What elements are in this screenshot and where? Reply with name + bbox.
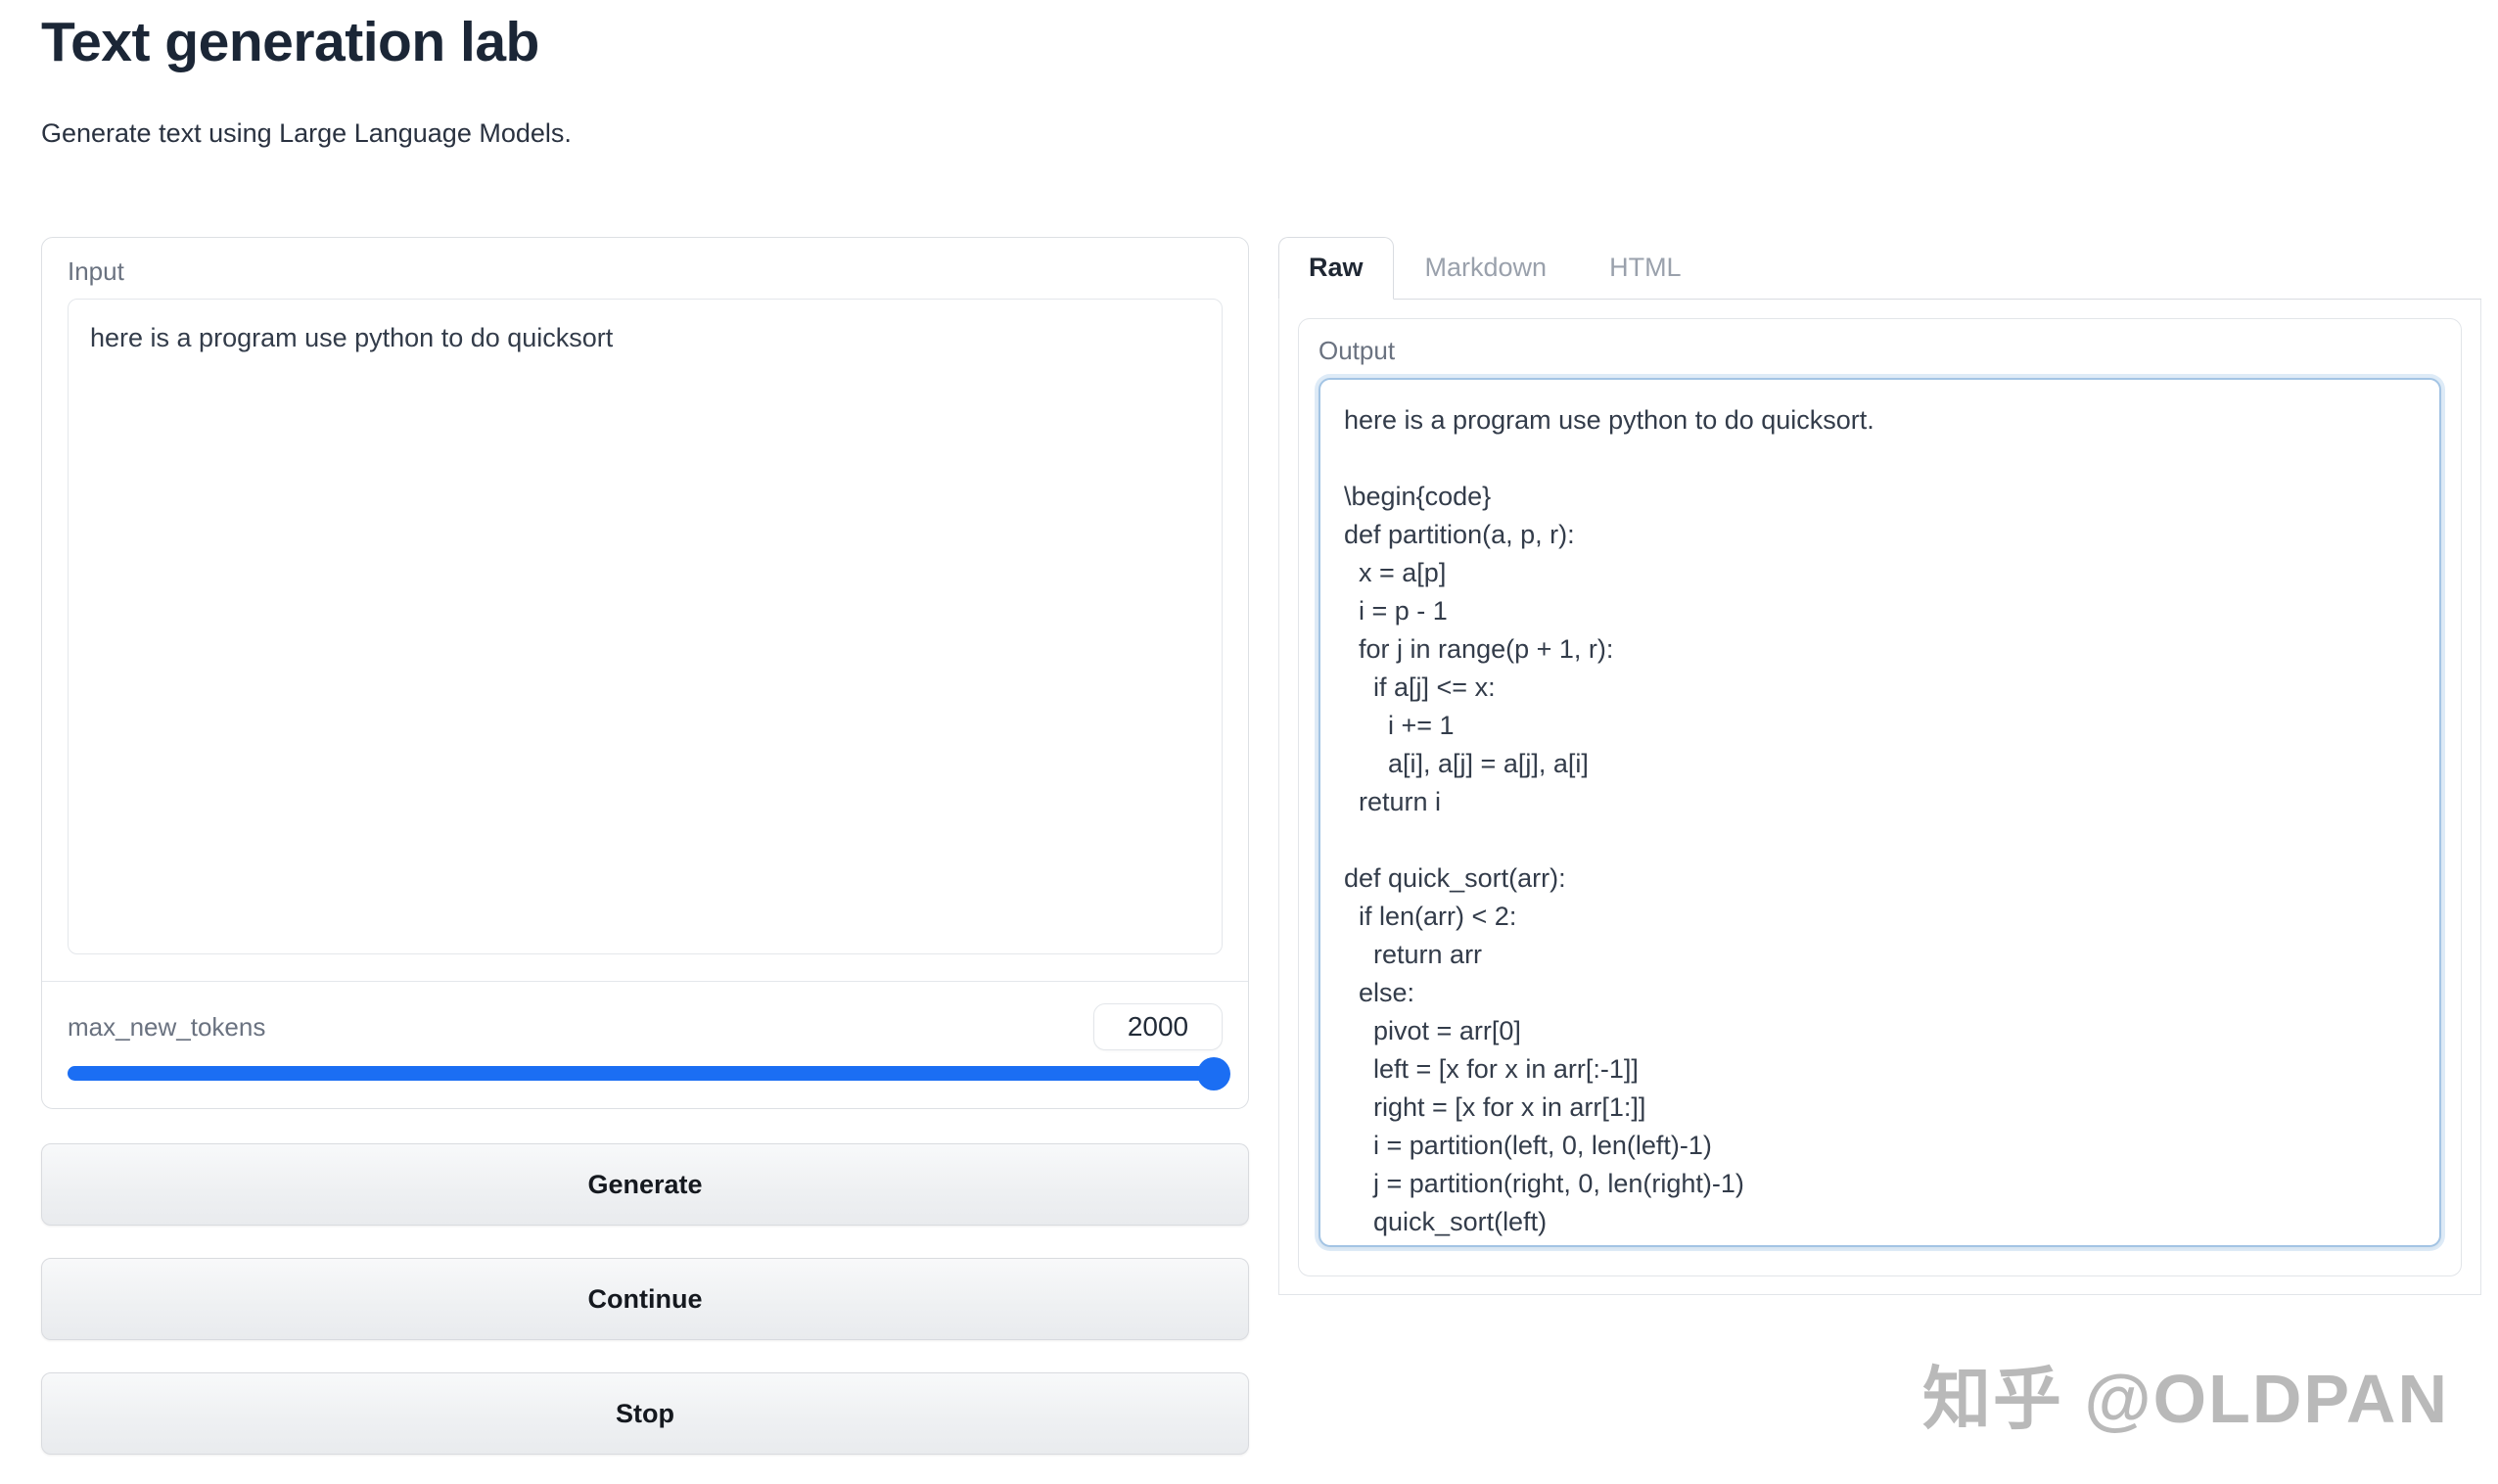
max-tokens-number-input[interactable]: [1093, 1003, 1223, 1050]
input-textarea[interactable]: here is a program use python to do quick…: [68, 299, 1223, 954]
input-group: Input here is a program use python to do…: [41, 237, 1249, 1109]
input-label: Input: [68, 256, 124, 286]
stop-button[interactable]: Stop: [41, 1372, 1249, 1455]
max-tokens-label: max_new_tokens: [68, 1012, 266, 1042]
slider-thumb[interactable]: [1197, 1056, 1230, 1090]
main-columns: Input here is a program use python to do…: [41, 237, 2481, 1455]
output-label: Output: [1318, 336, 1396, 365]
raw-tab-panel: Output here is a program use python to d…: [1278, 300, 2481, 1295]
output-group: Output here is a program use python to d…: [1298, 318, 2462, 1276]
continue-button[interactable]: Continue: [41, 1258, 1249, 1340]
tab-html[interactable]: HTML: [1609, 253, 1682, 282]
generate-button[interactable]: Generate: [41, 1143, 1249, 1226]
watermark: 知乎 @OLDPAN: [1921, 1361, 2449, 1437]
page-subtitle: Generate text using Large Language Model…: [41, 118, 572, 148]
tab-raw[interactable]: Raw: [1278, 237, 1394, 300]
slider-section: max_new_tokens: [42, 981, 1248, 1108]
output-tabs: Raw Markdown HTML: [1278, 237, 2481, 300]
page-title: Text generation lab: [41, 11, 539, 73]
left-column: Input here is a program use python to do…: [41, 237, 1249, 1455]
tab-markdown[interactable]: Markdown: [1424, 253, 1548, 282]
output-textarea[interactable]: here is a program use python to do quick…: [1318, 378, 2441, 1247]
input-section: Input here is a program use python to do…: [42, 238, 1248, 981]
slider-row: max_new_tokens: [68, 1003, 1223, 1050]
max-tokens-slider[interactable]: [68, 1056, 1230, 1090]
right-column: Raw Markdown HTML Output here is a progr…: [1278, 237, 2481, 1295]
